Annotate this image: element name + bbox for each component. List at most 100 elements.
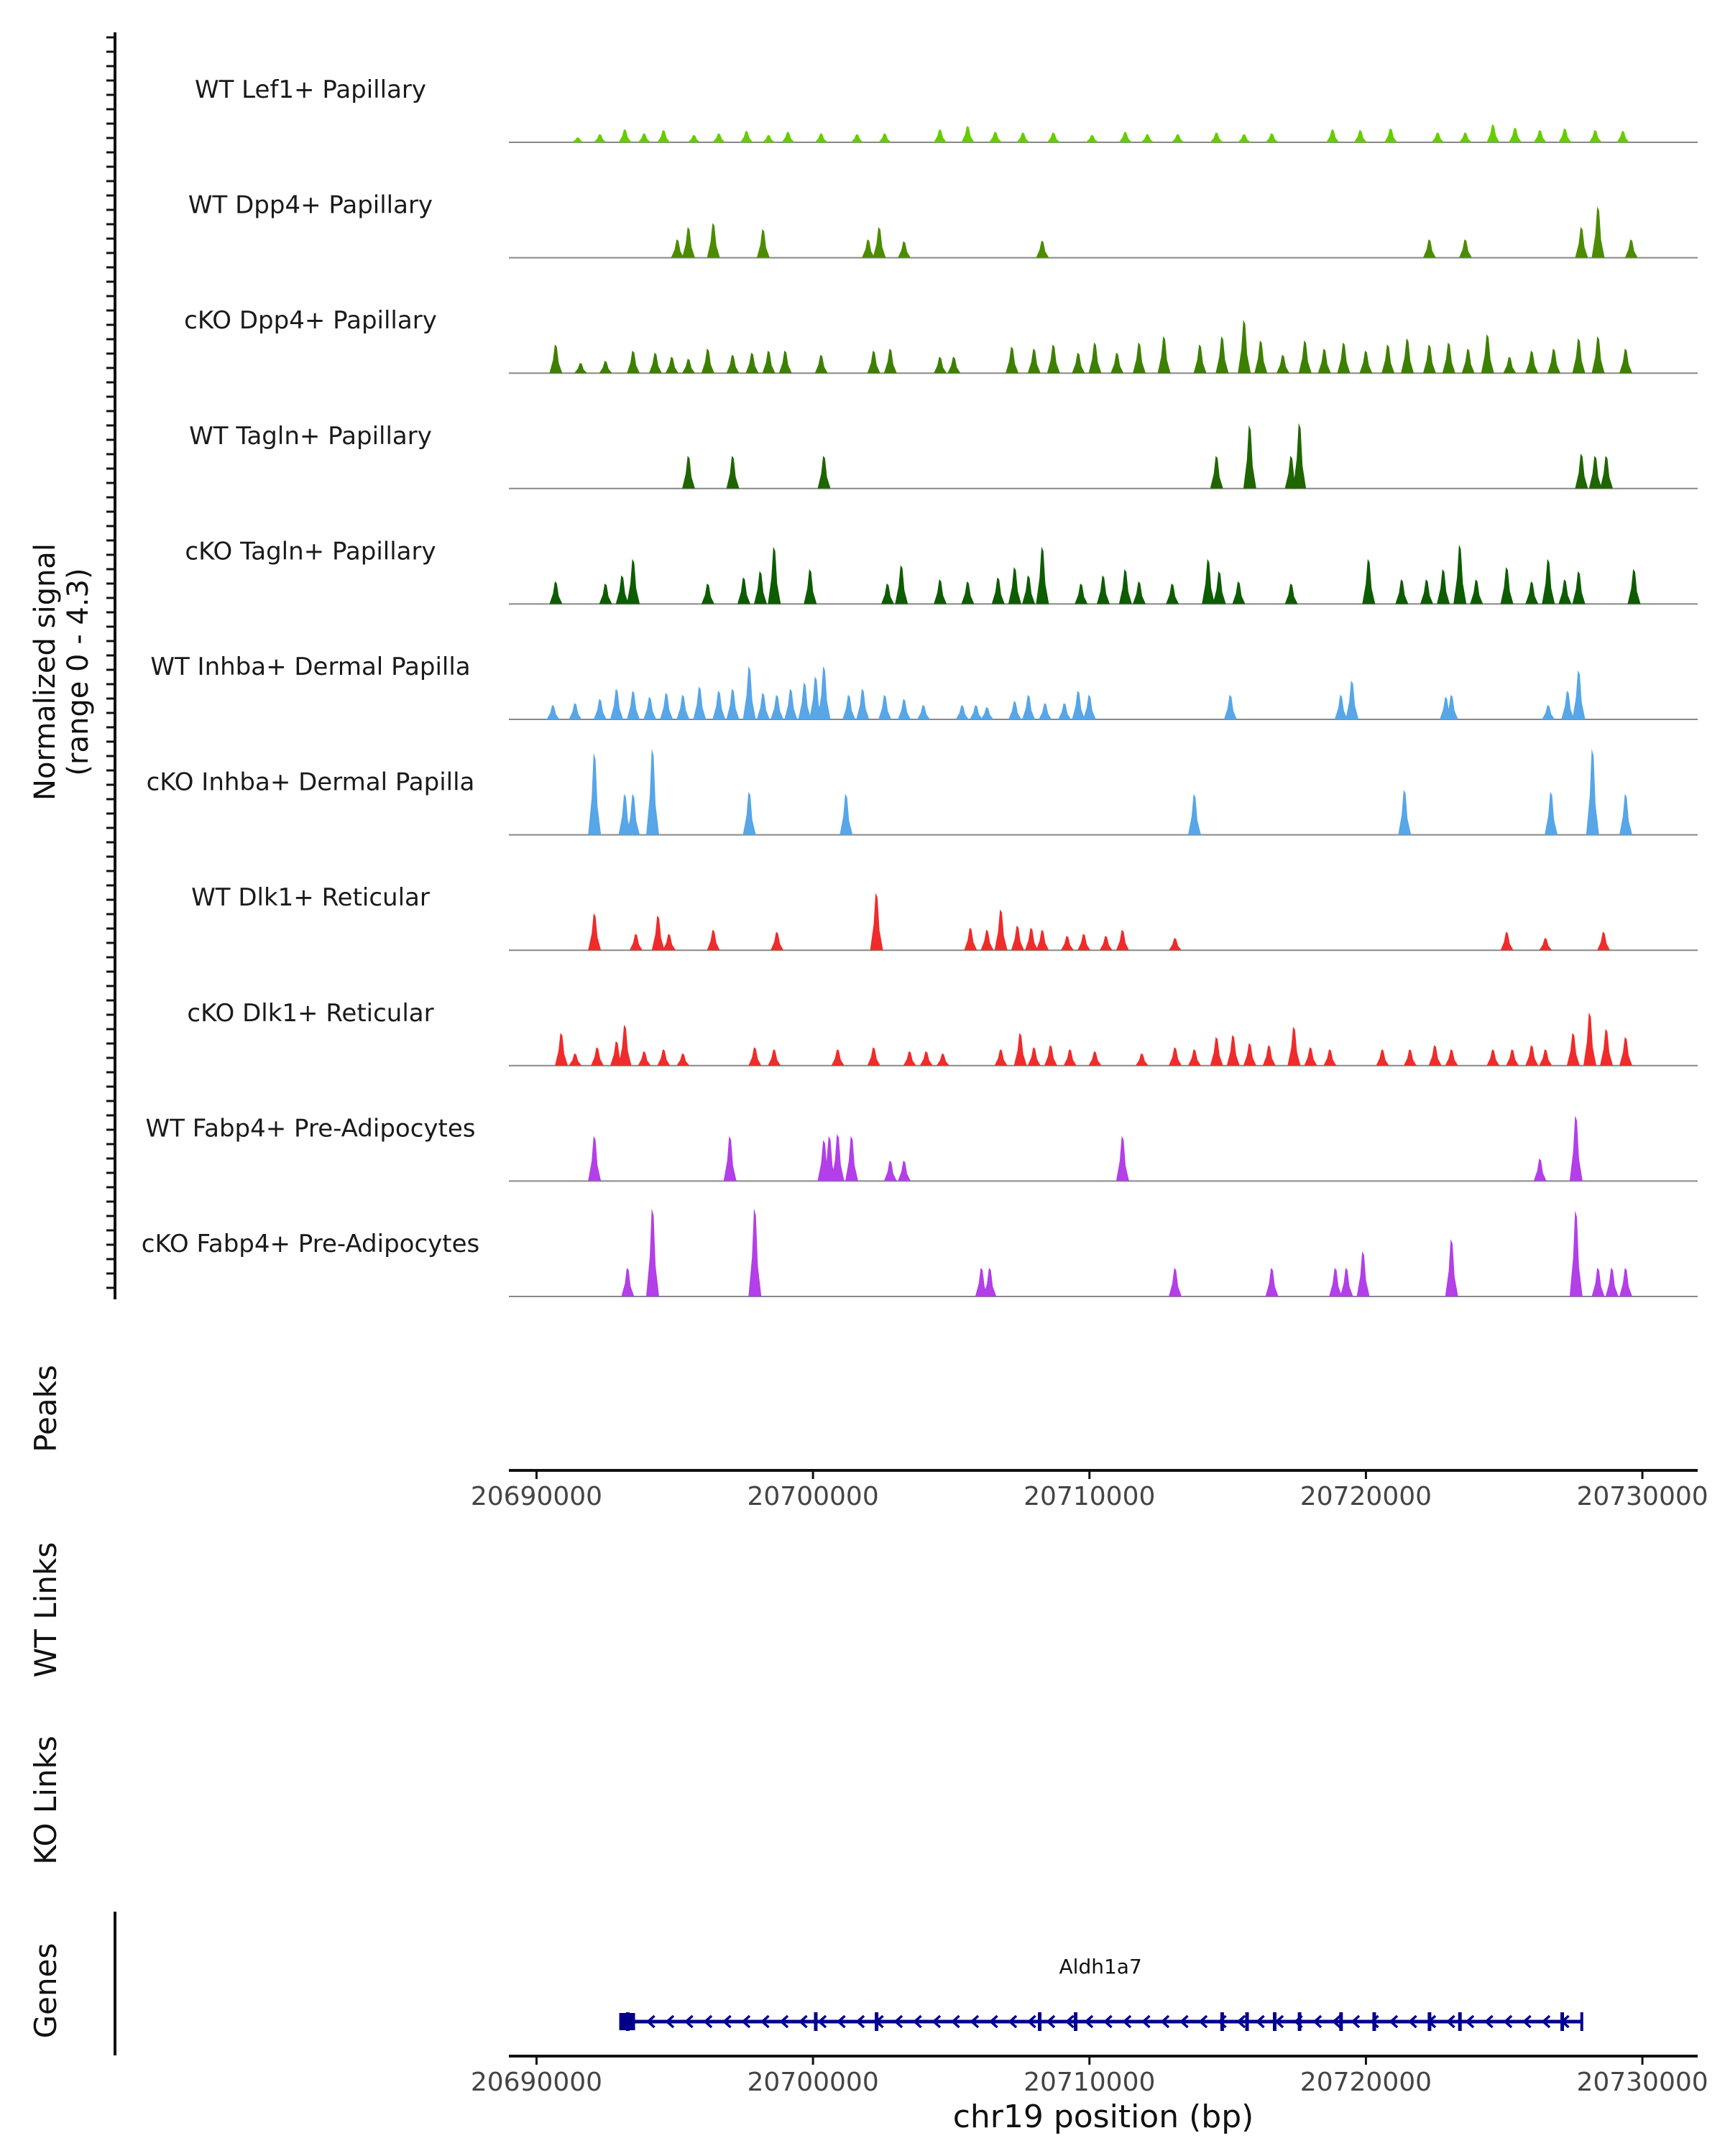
signal-peak [726, 354, 740, 374]
signal-peak [1116, 929, 1129, 951]
signal-peak [687, 134, 701, 142]
ko-links-panel-label: KO Links [28, 1736, 63, 1865]
signal-peak [1223, 694, 1237, 719]
signal-peak [936, 1053, 949, 1066]
gene-name: Aldh1a7 [1059, 1955, 1142, 1978]
signal-peak [682, 359, 695, 374]
signal-peak [1304, 1047, 1317, 1066]
signal-peak [1525, 1045, 1539, 1066]
signal-peak [823, 1135, 837, 1181]
signal-peak [870, 893, 883, 951]
signal-peak [1588, 129, 1602, 142]
signal-peak [955, 705, 969, 719]
track-cko-dlk1-reticular: cKO Dlk1+ Reticular [187, 999, 1698, 1067]
signal-peak [1503, 356, 1517, 374]
signal-peak [1572, 571, 1586, 604]
strand-arrow [855, 2014, 865, 2029]
signal-peak [593, 699, 607, 719]
track-label: WT Dlk1+ Reticular [191, 883, 430, 912]
strand-arrow [760, 2014, 770, 2029]
signal-peak [1171, 134, 1184, 142]
signal-peak [1458, 239, 1472, 258]
strand-arrow [1351, 2014, 1361, 2029]
track-label: WT Tagln+ Papillary [189, 422, 432, 451]
signal-peak [1202, 558, 1215, 604]
signal-peak [1262, 1045, 1276, 1066]
signal-peak [1213, 571, 1226, 604]
signal-peak [671, 239, 684, 258]
signal-peak [1169, 938, 1182, 951]
signal-peak [1404, 1049, 1417, 1066]
signal-peak [1458, 132, 1472, 142]
signal-peak [588, 752, 602, 835]
signal-peak [745, 352, 759, 374]
strand-arrow [1141, 2014, 1151, 2029]
signal-peak [1445, 694, 1458, 719]
signal-peak [1545, 791, 1558, 835]
signal-peak [682, 226, 695, 258]
signal-peak [1326, 129, 1340, 142]
signal-peak [814, 354, 828, 374]
signal-peak [646, 748, 659, 835]
signal-peak [1561, 691, 1575, 719]
signal-peak [934, 129, 947, 142]
signal-peak [1077, 934, 1091, 951]
signal-peak [817, 456, 831, 489]
signal-peak [1591, 206, 1605, 258]
signal-peak [991, 577, 1005, 604]
signal-peak [980, 706, 994, 719]
signal-peak [831, 1049, 845, 1066]
signal-peak [1431, 132, 1445, 142]
signal-peak [804, 568, 817, 604]
gene-exon [1458, 2012, 1462, 2031]
strand-arrow [1255, 2014, 1265, 2029]
gene-exon [625, 2012, 630, 2031]
strand-arrow [1274, 2014, 1284, 2029]
y-axis-range: (range 0 - 4.3) [62, 568, 95, 775]
signal-peak [1141, 134, 1154, 142]
strand-arrow [1484, 2014, 1494, 2029]
signal-peak [1008, 701, 1021, 719]
signal-peak [756, 693, 770, 719]
signal-peak [1539, 938, 1552, 951]
signal-peak [588, 1135, 602, 1181]
gene-exon [1038, 2012, 1042, 2031]
signal-peak [638, 133, 651, 142]
signal-peak [934, 579, 947, 604]
signal-peak [574, 363, 587, 374]
signal-peak [1088, 342, 1102, 374]
strand-arrow [1103, 2014, 1113, 2029]
strand-arrow [665, 2014, 675, 2029]
x-tick-label: 20710000 [1024, 1482, 1155, 1511]
signal-peak [1265, 1268, 1279, 1296]
signal-peak [651, 915, 665, 951]
signal-peak [1238, 134, 1251, 142]
signal-peak [723, 1135, 737, 1181]
signal-peak [1547, 349, 1560, 374]
signal-peak [591, 1047, 604, 1066]
signal-peak [1619, 793, 1632, 835]
signal-peak [663, 934, 676, 951]
signal-peak [1027, 1047, 1041, 1066]
signal-peak [726, 688, 740, 719]
track-cko-dpp4-papillary: cKO Dpp4+ Papillary [184, 306, 1698, 374]
signal-peak [1597, 931, 1611, 951]
signal-peak [850, 134, 864, 142]
signal-peak [1215, 336, 1229, 374]
x-tick-label: 20720000 [1300, 2068, 1432, 2097]
signal-peak [989, 132, 1002, 142]
strand-arrow [1465, 2014, 1475, 2029]
signal-peak [1046, 344, 1060, 374]
strand-arrow [932, 2014, 942, 2029]
strand-arrow [1369, 2014, 1379, 2029]
signal-peak [588, 913, 602, 951]
signal-peak [569, 703, 582, 719]
signal-peak [1486, 1049, 1500, 1066]
signal-peak [1044, 1045, 1057, 1066]
strand-arrow [741, 2014, 751, 2029]
signal-peak [756, 229, 770, 258]
signal-peak [682, 456, 695, 489]
strand-arrow [817, 2014, 827, 2029]
signal-peak [599, 583, 612, 604]
strand-arrow [1084, 2014, 1094, 2029]
